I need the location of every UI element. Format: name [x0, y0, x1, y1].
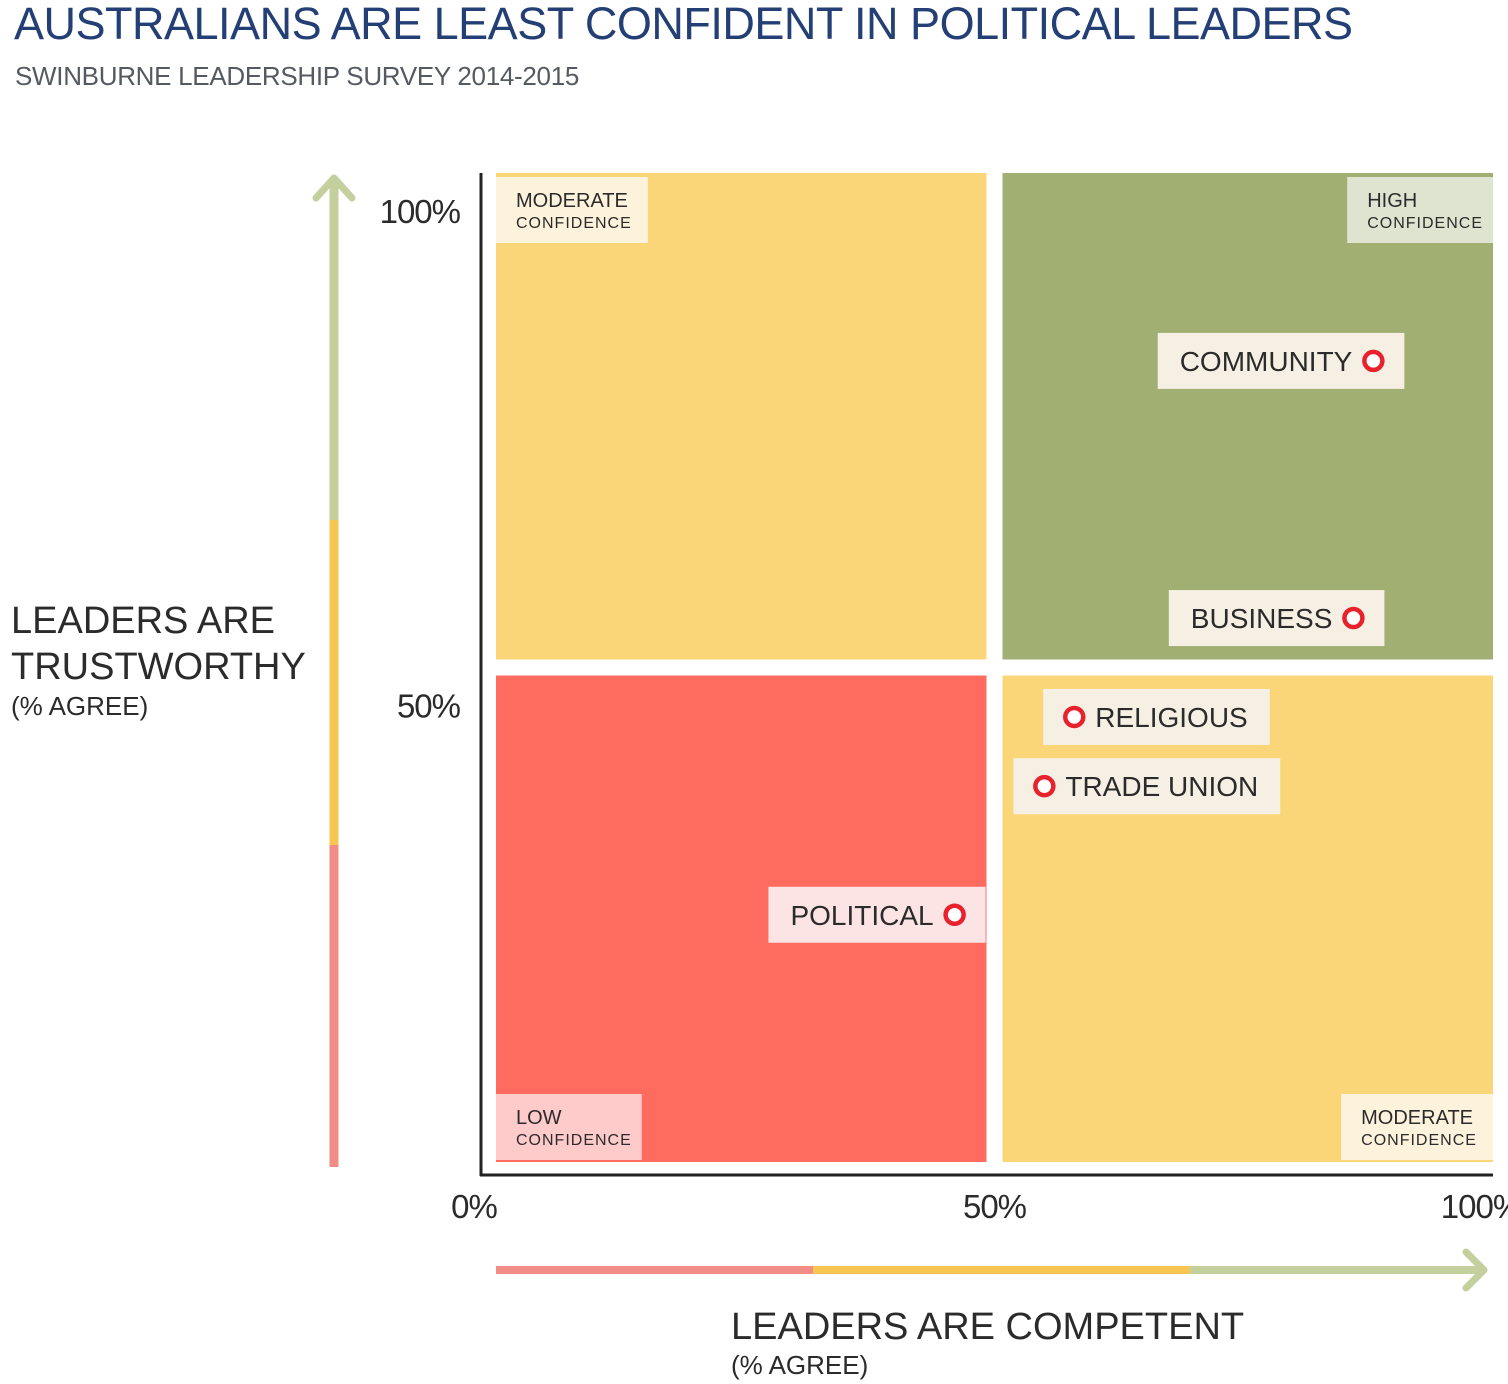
chart-title: AUSTRALIANS ARE LEAST CONFIDENT IN POLIT…	[14, 0, 1353, 49]
y-arrow-head	[312, 174, 356, 202]
y-tick-label: 50%	[397, 688, 461, 725]
quadrant-tag-bottom-left	[496, 1094, 642, 1160]
point-label: COMMUNITY	[1180, 346, 1353, 377]
quadrant-tag-sublabel-bottom-left: CONFIDENCE	[516, 1132, 632, 1149]
quadrant-tag-bottom-right	[1341, 1094, 1493, 1160]
point-marker	[1342, 606, 1365, 630]
tick-layer: 100% 50% 0% 50% 100%	[380, 193, 1508, 1225]
x-tick-label: 50%	[963, 1188, 1027, 1225]
x-tick-label: 0%	[451, 1188, 497, 1225]
quadrant-tag-top-right	[1347, 177, 1493, 243]
point-label: BUSINESS	[1191, 603, 1333, 634]
points-layer: COMMUNITY BUSINESS RELIGIOUS TRADE UNION POL…	[768, 332, 1405, 943]
quadrant-tag-layer: MODERATE CONFIDENCE HIGH CONFIDENCE LOW CONFI…	[496, 177, 1493, 1160]
point-marker	[1362, 349, 1385, 373]
point-label: POLITICAL	[790, 900, 933, 931]
axes-layer	[312, 173, 1493, 1292]
quadrant-tag-label-bottom-left: LOW	[516, 1107, 562, 1129]
quadrant-bottom-right	[1002, 675, 1493, 1162]
quadrant-tag-sublabel-bottom-right: CONFIDENCE	[1361, 1132, 1477, 1149]
chart-subtitle: SWINBURNE LEADERSHIP SURVEY 2014-2015	[15, 61, 580, 91]
quadrant-tag-sublabel-top-right: CONFIDENCE	[1367, 215, 1483, 232]
x-arrow-head	[1462, 1248, 1488, 1292]
quadrant-top-right	[1002, 173, 1493, 660]
point-marker	[1033, 774, 1056, 798]
quadrant-tag-sublabel-top-left: CONFIDENCE	[516, 215, 632, 232]
quadrant-top-left	[496, 173, 987, 660]
point-label-box	[1013, 758, 1281, 815]
quadrant-tag-top-left	[496, 177, 648, 243]
x-tick-label: 100%	[1441, 1188, 1508, 1225]
y-axis-title-line1: LEADERS ARE	[11, 600, 275, 642]
point-label: RELIGIOUS	[1095, 702, 1247, 733]
point-marker	[1063, 705, 1086, 729]
y-tick-label: 100%	[380, 193, 461, 230]
quadrant-tag-label-top-right: HIGH	[1367, 190, 1417, 212]
y-axis-title-line2: TRUSTWORTHY	[11, 646, 306, 688]
point-label: TRADE UNION	[1065, 771, 1258, 802]
x-axis-unit: (% AGREE)	[731, 1350, 869, 1380]
quadrant-tag-label-bottom-right: MODERATE	[1361, 1107, 1473, 1129]
quadrant-layer	[496, 173, 1493, 1162]
y-axis-unit: (% AGREE)	[11, 691, 149, 721]
x-axis-title: LEADERS ARE COMPETENT	[731, 1306, 1245, 1348]
y-axis-title: LEADERS ARE TRUSTWORTHY	[11, 598, 306, 690]
quadrant-tag-label-top-left: MODERATE	[516, 190, 628, 212]
point-marker	[943, 903, 966, 926]
